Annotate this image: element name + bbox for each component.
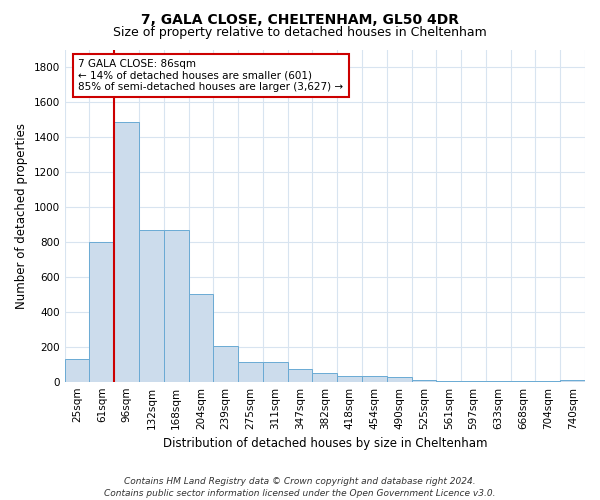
- Bar: [263, 362, 287, 382]
- Bar: [511, 381, 535, 382]
- Bar: [313, 373, 337, 382]
- Text: 7, GALA CLOSE, CHELTENHAM, GL50 4DR: 7, GALA CLOSE, CHELTENHAM, GL50 4DR: [141, 12, 459, 26]
- Bar: [412, 380, 436, 382]
- Bar: [535, 381, 560, 382]
- X-axis label: Distribution of detached houses by size in Cheltenham: Distribution of detached houses by size …: [163, 437, 487, 450]
- Bar: [139, 230, 164, 382]
- Bar: [436, 381, 461, 382]
- Bar: [560, 380, 585, 382]
- Text: Contains HM Land Registry data © Crown copyright and database right 2024.
Contai: Contains HM Land Registry data © Crown c…: [104, 476, 496, 498]
- Bar: [238, 362, 263, 382]
- Text: Size of property relative to detached houses in Cheltenham: Size of property relative to detached ho…: [113, 26, 487, 39]
- Text: 7 GALA CLOSE: 86sqm
← 14% of detached houses are smaller (601)
85% of semi-detac: 7 GALA CLOSE: 86sqm ← 14% of detached ho…: [78, 58, 343, 92]
- Bar: [114, 122, 139, 382]
- Bar: [287, 370, 313, 382]
- Y-axis label: Number of detached properties: Number of detached properties: [15, 123, 28, 309]
- Bar: [362, 376, 387, 382]
- Bar: [89, 242, 114, 382]
- Bar: [188, 294, 214, 382]
- Bar: [65, 359, 89, 382]
- Bar: [486, 381, 511, 382]
- Bar: [164, 230, 188, 382]
- Bar: [214, 346, 238, 382]
- Bar: [387, 378, 412, 382]
- Bar: [337, 376, 362, 382]
- Bar: [461, 381, 486, 382]
